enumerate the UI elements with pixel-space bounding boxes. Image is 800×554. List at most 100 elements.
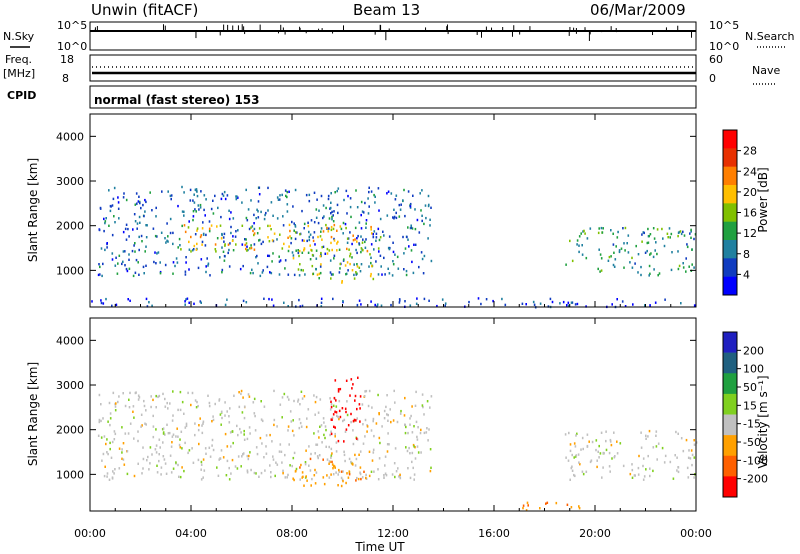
power-cell <box>423 297 426 301</box>
power-cell <box>108 189 110 192</box>
velocity-cell <box>335 450 338 453</box>
velocity-cell <box>408 446 410 450</box>
power-cell <box>231 239 234 242</box>
velocity-cell <box>226 459 229 463</box>
velocity-cell <box>316 443 319 446</box>
velocity-cell <box>371 459 374 462</box>
velocity-cell <box>299 403 301 406</box>
velocity-cell <box>407 431 409 435</box>
power-cell <box>311 264 314 268</box>
velocity-cell <box>318 454 321 457</box>
colorbar-tick-label: -100 <box>743 454 768 467</box>
velocity-cell <box>338 470 341 473</box>
velocity-cell <box>155 406 157 409</box>
velocity-cell <box>255 446 258 449</box>
velocity-cell <box>361 476 364 479</box>
velocity-cell <box>237 433 239 437</box>
colorbar-swatch <box>723 130 737 149</box>
power-cell <box>412 194 414 197</box>
velocity-cell <box>304 463 307 466</box>
power-cell <box>678 230 681 234</box>
power-cell <box>428 203 430 207</box>
power-cell <box>121 262 123 266</box>
power-cell <box>331 248 333 252</box>
velocity-cell <box>220 423 222 426</box>
velocity-cell <box>202 422 204 425</box>
power-cell <box>109 209 112 213</box>
power-cell <box>356 251 358 255</box>
power-cell <box>346 247 348 251</box>
colorbar-tick-label: 12 <box>743 227 757 240</box>
power-cell <box>207 262 210 265</box>
velocity-cell <box>305 475 307 478</box>
velocity-cell <box>310 484 312 487</box>
velocity-cell <box>588 440 590 443</box>
power-cell <box>224 243 226 246</box>
power-cell <box>358 266 361 269</box>
power-cell <box>403 252 405 255</box>
velocity-cell <box>363 395 366 398</box>
velocity-cell <box>411 431 414 434</box>
power-cell <box>413 243 415 246</box>
power-cell <box>303 247 306 250</box>
power-cell <box>141 240 143 243</box>
power-cell <box>315 268 317 271</box>
velocity-cell <box>264 469 266 472</box>
velocity-cell <box>577 453 580 456</box>
velocity-cell <box>306 479 308 482</box>
power-cell <box>116 272 119 275</box>
power-cell <box>365 226 367 229</box>
power-cell <box>91 300 93 303</box>
power-cell <box>646 241 649 245</box>
power-cell <box>320 297 323 300</box>
velocity-cell <box>328 445 330 449</box>
power-cell <box>345 189 348 193</box>
power-cell <box>356 240 358 243</box>
velocity-cell <box>576 432 578 435</box>
power-cell <box>392 260 394 263</box>
power-cell <box>342 300 344 303</box>
power-cell <box>305 193 308 197</box>
velocity-cell <box>278 450 281 453</box>
velocity-cell <box>150 405 152 409</box>
velocity-cell <box>97 434 100 437</box>
power-cell <box>228 265 231 268</box>
power-cell <box>138 248 140 252</box>
power-cell <box>649 304 651 307</box>
power-cell <box>374 303 376 307</box>
velocity-cell <box>390 420 392 424</box>
power-cell <box>333 237 335 241</box>
velocity-cell <box>377 478 380 481</box>
power-cell <box>376 303 379 306</box>
velocity-cell <box>334 432 336 436</box>
power-cell <box>342 232 344 235</box>
velocity-cell <box>313 474 316 477</box>
power-cell <box>222 250 225 253</box>
power-cell <box>223 254 226 258</box>
power-cell <box>123 192 125 195</box>
power-cell <box>291 251 294 254</box>
velocity-cell <box>204 447 207 450</box>
velocity-cell <box>147 455 149 459</box>
velocity-cell <box>265 434 268 437</box>
power-cell <box>338 271 341 274</box>
power-cell <box>533 303 536 306</box>
power-cell <box>347 269 349 272</box>
velocity-cell <box>240 465 242 468</box>
velocity-cell <box>409 417 411 420</box>
power-cell <box>356 272 358 275</box>
velocity-cell <box>265 452 268 455</box>
velocity-cell <box>177 408 179 412</box>
velocity-cell <box>652 469 654 473</box>
power-cell <box>320 263 322 266</box>
power-cell <box>271 239 274 242</box>
power-cell <box>132 274 135 278</box>
velocity-cell <box>234 465 237 468</box>
power-cell <box>255 256 257 259</box>
velocity-cell <box>254 429 257 432</box>
velocity-cell <box>299 466 301 469</box>
velocity-cell <box>181 466 183 469</box>
power-cell <box>504 303 507 307</box>
power-cell <box>567 301 570 304</box>
velocity-cell <box>301 397 304 400</box>
